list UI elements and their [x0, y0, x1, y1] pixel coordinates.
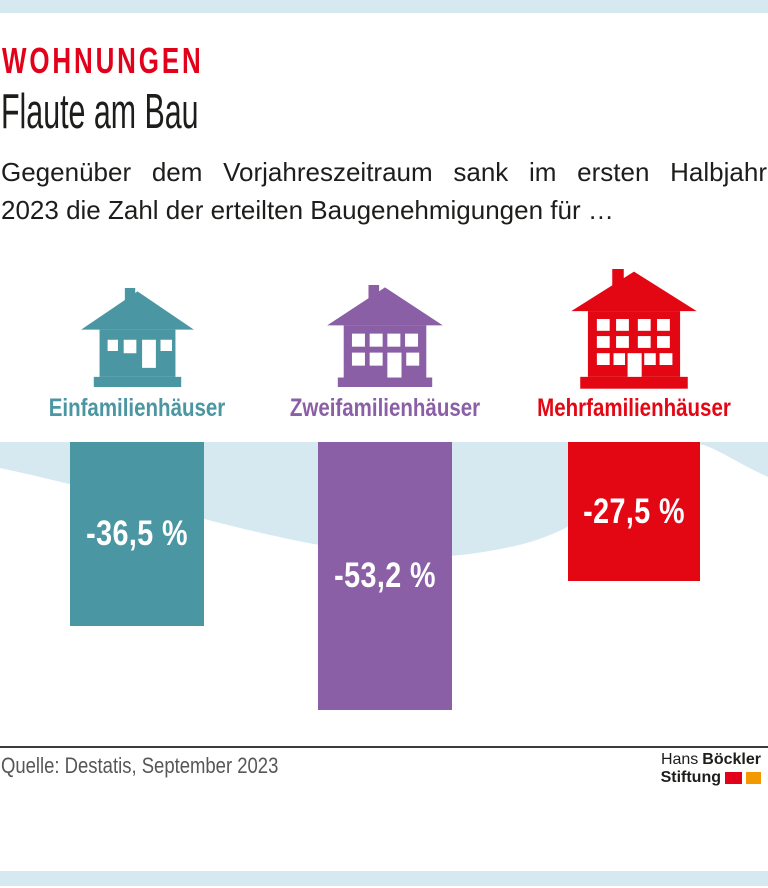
bar-value-mehrfamilienhaeuser: -27,5 % — [583, 491, 685, 531]
single-family-house-icon — [81, 288, 194, 387]
bar-value-zweifamilienhaeuser: -53,2 % — [334, 556, 436, 595]
category-label-einfamilienhaeuser: Einfamilienhäuser — [48, 394, 226, 422]
subtitle-line-2: 2023 die Zahl der erteilten Baugenehmigu… — [1, 195, 614, 225]
logo-stiftung: Stiftung — [660, 769, 721, 786]
logo-red-square — [725, 772, 742, 784]
bar-zweifamilienhaeuser: -53,2 % — [318, 442, 452, 710]
kicker-label: WOHNUNGEN — [2, 40, 204, 81]
bar-mehrfamilienhaeuser: -27,5 % — [568, 442, 700, 581]
top-accent-bar — [0, 0, 768, 13]
bar-einfamilienhaeuser: -36,5 % — [70, 442, 204, 626]
two-family-house-icon — [327, 285, 443, 387]
bottom-accent-bar — [0, 871, 768, 886]
apartment-building-icon — [571, 269, 697, 389]
category-label-zweifamilienhaeuser: Zweifamilienhäuser — [289, 394, 481, 422]
hans-boeckler-stiftung-logo: Hans Böckler Stiftung — [661, 751, 761, 787]
page-title: Flaute am Bau — [1, 85, 199, 139]
logo-orange-square — [746, 772, 761, 784]
bar-value-einfamilienhaeuser: -36,5 % — [86, 514, 188, 553]
logo-boeckler: Böckler — [702, 751, 761, 768]
subtitle: Gegenüber dem Vorjahreszeitraum sank im … — [1, 153, 767, 229]
logo-line-2: Stiftung — [661, 769, 761, 787]
logo-hans: Hans — [660, 751, 699, 768]
source-note: Quelle: Destatis, September 2023 — [1, 753, 279, 778]
category-label-mehrfamilienhaeuser: Mehrfamilienhäuser — [537, 394, 731, 422]
logo-line-1: Hans Böckler — [661, 751, 761, 769]
subtitle-line-1: Gegenüber dem Vorjahreszeitraum sank im … — [1, 157, 767, 187]
footer-divider — [0, 746, 768, 748]
